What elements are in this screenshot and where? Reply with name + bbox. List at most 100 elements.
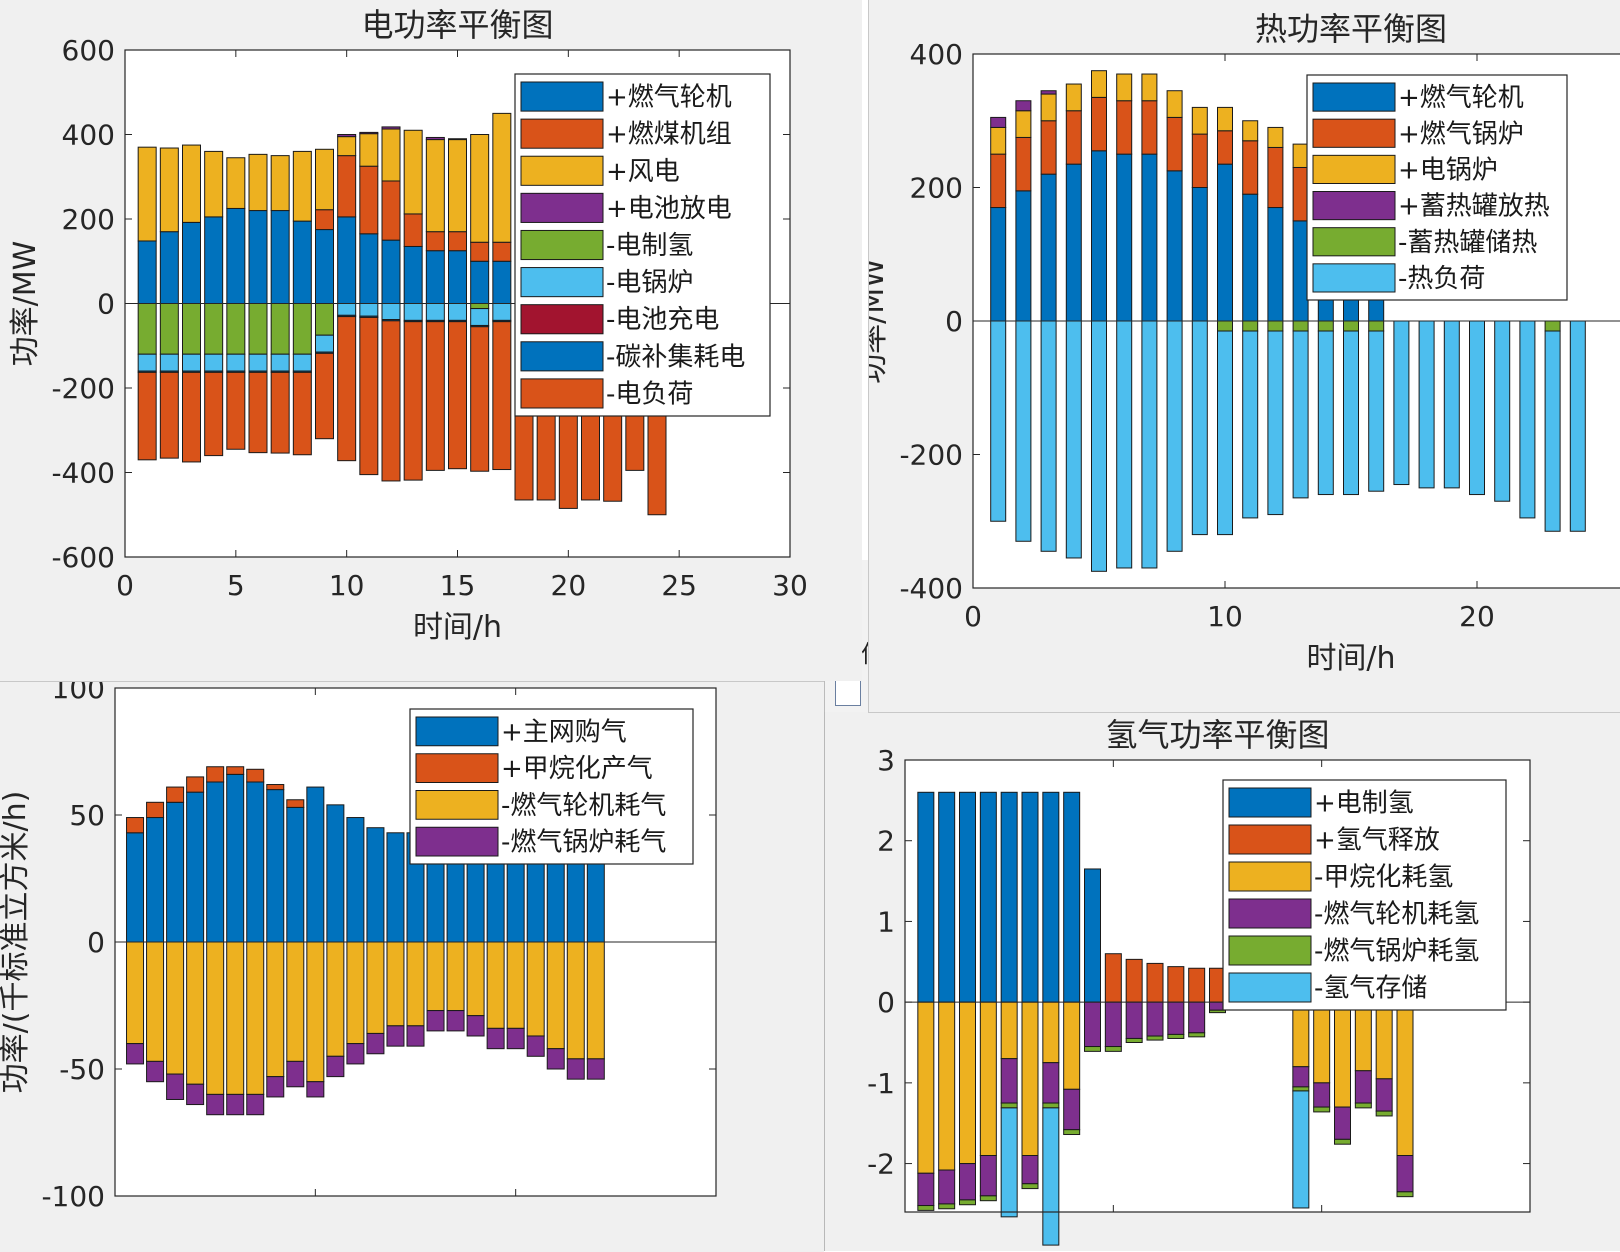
bar-3-7 — [1141, 73, 1158, 102]
bar-6-16 — [470, 308, 490, 326]
bar-4-5 — [1000, 1058, 1018, 1104]
new-file-icon[interactable] — [835, 678, 861, 706]
bar-1-12 — [346, 817, 365, 943]
legend-label: -电池充电 — [606, 305, 719, 335]
bar-5-5 — [226, 303, 246, 355]
bar-6-15 — [448, 303, 467, 321]
bar-1-4 — [1065, 163, 1082, 322]
bar-1-10 — [337, 216, 357, 304]
bar-2-1 — [990, 153, 1007, 209]
bar-4-14 — [425, 136, 445, 141]
bar-2-17 — [492, 241, 512, 262]
bar-4-21 — [526, 1035, 545, 1057]
bar-1-11 — [359, 233, 379, 305]
bar-5-8 — [292, 303, 312, 355]
legend-box — [1222, 779, 1507, 1011]
bar-6-11 — [359, 303, 379, 317]
legend-label: +甲烷化产气 — [501, 754, 653, 784]
y-tick-label: -50 — [59, 1053, 105, 1086]
bar-2-5 — [206, 766, 225, 783]
bar-4-12 — [381, 126, 401, 130]
bar-9-17 — [492, 321, 512, 471]
legend-label: -电负荷 — [606, 379, 693, 409]
bar-4-10 — [337, 134, 357, 138]
bar-1-12 — [381, 239, 401, 304]
bar-6-14 — [1317, 330, 1334, 496]
legend-swatch — [1312, 154, 1396, 184]
y-tick-label: 400 — [910, 38, 963, 71]
bar-4-24 — [586, 1058, 605, 1080]
legend-swatch — [1312, 118, 1396, 148]
bar-6-18 — [1418, 320, 1435, 489]
bar-9-13 — [403, 321, 423, 481]
bar-2-9 — [315, 209, 334, 231]
bar-6-3 — [1040, 320, 1057, 552]
bar-5-20 — [1313, 1106, 1331, 1113]
bar-3-16 — [470, 134, 490, 243]
bar-6-9 — [315, 334, 334, 353]
bar-9-16 — [470, 326, 490, 472]
bar-6-20 — [1469, 320, 1485, 496]
bar-6-4 — [1065, 320, 1082, 559]
legend-label: -甲烷化耗氢 — [1314, 863, 1453, 893]
bar-1-7 — [246, 781, 265, 943]
y-tick-label: 0 — [945, 305, 963, 338]
x-tick-label: 5 — [227, 569, 245, 602]
bar-6-19 — [1292, 1090, 1310, 1209]
chart-title: 氢气功率平衡图 — [1105, 716, 1329, 754]
bar-3-3 — [959, 1001, 976, 1165]
bar-1-3 — [166, 801, 185, 943]
bar-6-5 — [1000, 1107, 1018, 1218]
bar-3-10 — [306, 941, 325, 1083]
bar-3-17 — [446, 941, 465, 1012]
bar-1-1 — [126, 832, 145, 943]
bar-1-2 — [938, 791, 956, 1003]
legend-box — [1306, 74, 1568, 301]
bar-9-1 — [137, 371, 157, 461]
bar-5-3 — [182, 303, 201, 355]
bar-6-14 — [425, 303, 445, 321]
bar-2-10 — [337, 155, 357, 218]
legend-swatch — [520, 378, 604, 409]
bar-5-22 — [1354, 1102, 1372, 1109]
bar-1-14 — [425, 250, 445, 304]
figure-window-hydrogen: 氢气功率平衡图-2-10123功率/(吨/h)+电制氢+氢气释放-甲烷化耗氢-燃… — [824, 712, 1620, 1251]
bar-1-7 — [270, 210, 290, 304]
legend-swatch — [520, 192, 604, 223]
bar-3-9 — [1191, 106, 1208, 135]
bar-4-11 — [359, 131, 379, 135]
x-tick-label: 20 — [1459, 600, 1495, 633]
bar-3-24 — [1396, 1001, 1414, 1156]
bar-1-9 — [1084, 868, 1101, 1003]
bar-3-8 — [292, 150, 312, 222]
bar-4-4 — [186, 1083, 205, 1106]
bar-4-21 — [1334, 1106, 1351, 1140]
bar-6-3 — [182, 353, 201, 372]
bar-3-12 — [346, 941, 365, 1045]
legend-swatch — [520, 341, 604, 372]
bar-5-10 — [1104, 1046, 1122, 1052]
bar-1-6 — [226, 773, 245, 943]
bar-6-2 — [159, 353, 179, 372]
bar-3-7 — [270, 155, 290, 212]
bar-3-6 — [1021, 1001, 1039, 1156]
bar-3-5 — [1000, 1001, 1018, 1060]
bar-5-2 — [159, 303, 179, 355]
bar-4-1 — [126, 1043, 145, 1065]
bar-4-15 — [406, 1025, 425, 1047]
bar-2-14 — [1188, 967, 1206, 1003]
bar-5-4 — [204, 303, 224, 355]
bar-1-5 — [1091, 150, 1107, 322]
bar-3-9 — [286, 941, 305, 1062]
chart-gas-power-balance: 天然气功率平衡图-100-50050100功率/(千标准立方米/h)+主网购气+… — [0, 682, 717, 1213]
legend-label: -燃气锅炉耗气 — [501, 828, 666, 858]
bar-3-23 — [1375, 1001, 1393, 1080]
bar-3-7 — [1042, 1001, 1060, 1064]
legend-swatch — [415, 790, 499, 820]
bar-3-11 — [1242, 120, 1259, 142]
bar-5-9 — [1084, 1046, 1101, 1052]
bar-4-12 — [1146, 1001, 1164, 1037]
y-tick-label: 400 — [62, 119, 115, 152]
bar-1-6 — [1116, 153, 1133, 322]
legend-label: +电制氢 — [1314, 789, 1414, 819]
